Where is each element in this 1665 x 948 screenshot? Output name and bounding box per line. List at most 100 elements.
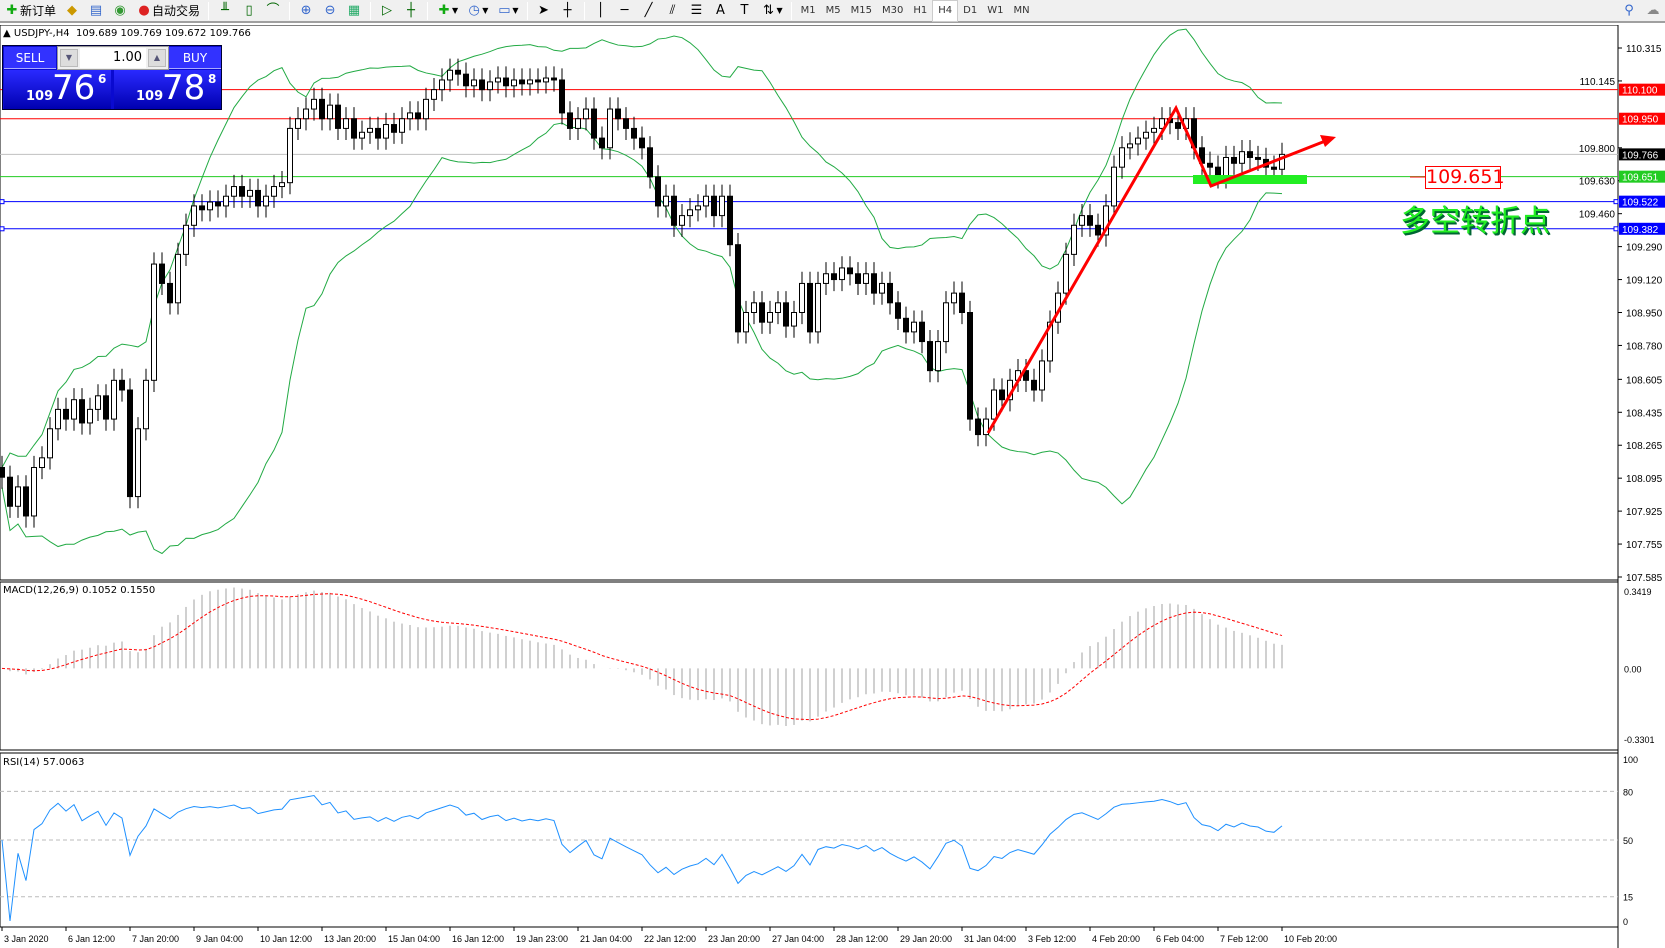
rsi-tick-label: 15 bbox=[1623, 893, 1633, 903]
candle-body bbox=[911, 321, 917, 333]
indicators-button[interactable]: ✚ ▼ bbox=[432, 0, 462, 22]
auto-trading-button[interactable]: ● 自动交易 bbox=[132, 0, 204, 22]
candle bbox=[735, 233, 741, 344]
templates-button[interactable]: ▭ ▼ bbox=[492, 0, 522, 22]
timeframe-w1[interactable]: W1 bbox=[987, 5, 1004, 16]
timeframe-d1[interactable]: D1 bbox=[963, 5, 978, 16]
candle-body bbox=[863, 273, 869, 284]
equidistant-channel-button[interactable]: ⫽ bbox=[661, 0, 685, 22]
candle-body bbox=[159, 263, 165, 284]
candle bbox=[887, 271, 893, 315]
history-button[interactable]: ◆ bbox=[60, 0, 84, 22]
zoom-out-button[interactable]: ⊖ bbox=[318, 0, 342, 22]
arrows-button[interactable]: ⇅ ▼ bbox=[757, 0, 787, 22]
candle-body bbox=[319, 98, 325, 120]
trendline-button[interactable]: ╱ bbox=[637, 0, 661, 22]
candle-body bbox=[879, 282, 885, 294]
candle bbox=[1087, 203, 1093, 237]
candle-body bbox=[527, 79, 533, 85]
candle bbox=[695, 194, 701, 222]
bar-chart-button[interactable]: ╨ bbox=[213, 0, 237, 22]
toolbar-divider bbox=[790, 1, 792, 20]
candle bbox=[351, 107, 357, 150]
cursor-button[interactable]: ➤ bbox=[532, 0, 556, 22]
date-label: 23 Jan 20:00 bbox=[708, 934, 760, 944]
lot-increase-button[interactable]: ▲ bbox=[148, 49, 166, 67]
sell-button[interactable]: SELL bbox=[4, 47, 56, 69]
dropdown-arrow-icon: ▼ bbox=[776, 6, 783, 15]
candle bbox=[423, 87, 429, 131]
timeframe-m15[interactable]: M15 bbox=[850, 5, 873, 16]
bar-chart-icon: ╨ bbox=[221, 2, 229, 18]
candle bbox=[247, 178, 253, 208]
candle-body bbox=[295, 118, 301, 129]
candle bbox=[223, 184, 229, 218]
candle-body bbox=[631, 127, 637, 139]
new-order-button[interactable]: ✚ 新订单 bbox=[0, 0, 60, 22]
periods-button[interactable]: ◷ ▼ bbox=[462, 0, 492, 22]
lot-size-stepper[interactable]: ▼ 1.00 ▲ bbox=[57, 46, 169, 70]
candle bbox=[47, 417, 53, 470]
chart-shift-button[interactable]: ┼ bbox=[399, 0, 423, 22]
chat-button[interactable]: ☁ bbox=[1641, 0, 1665, 22]
candle bbox=[167, 271, 173, 315]
timeframe-h4[interactable]: H4 bbox=[932, 0, 959, 22]
pivot-annotation-text[interactable]: 多空转折点 bbox=[1400, 204, 1550, 239]
candle bbox=[751, 291, 757, 325]
chart-canvas[interactable]: 110.315 110.145 109.800 109.630 109.460 109.2… bbox=[0, 25, 1665, 948]
candle bbox=[159, 252, 165, 296]
sell-price-button[interactable]: 109 76 6 bbox=[4, 68, 111, 109]
buy-price-button[interactable]: 109 78 8 bbox=[114, 68, 221, 109]
lot-decrease-button[interactable]: ▼ bbox=[60, 49, 78, 67]
price-tick-label: 108.095 bbox=[1626, 474, 1663, 485]
price-label-bg bbox=[1619, 195, 1665, 208]
candle bbox=[639, 126, 645, 160]
candle bbox=[327, 93, 333, 131]
search-button[interactable]: ⚲ bbox=[1617, 0, 1641, 22]
buy-button[interactable]: BUY bbox=[169, 47, 221, 69]
pivot-price-box[interactable]: 109.651 bbox=[1425, 166, 1505, 189]
fibonacci-button[interactable]: ☰ bbox=[685, 0, 709, 22]
tile-windows-button[interactable]: ▦ bbox=[342, 0, 366, 22]
auto-scroll-button[interactable]: ▷ bbox=[375, 0, 399, 22]
text-button[interactable]: A bbox=[709, 0, 733, 22]
candle bbox=[1111, 155, 1117, 218]
timeframe-h1[interactable]: H1 bbox=[913, 5, 928, 16]
horizontal-line-button[interactable]: ─ bbox=[613, 0, 637, 22]
timeframe-m30[interactable]: M30 bbox=[882, 5, 904, 16]
timeframe-mn[interactable]: MN bbox=[1013, 5, 1030, 16]
date-label: 10 Jan 12:00 bbox=[260, 934, 312, 944]
collapse-arrow-icon[interactable]: ▲ bbox=[3, 28, 11, 39]
vertical-line-button[interactable]: │ bbox=[589, 0, 613, 22]
candle-body bbox=[535, 79, 541, 83]
horizontal-line-icon: ─ bbox=[620, 2, 629, 18]
candle bbox=[743, 300, 749, 344]
candle bbox=[119, 368, 125, 402]
candle-body bbox=[767, 312, 773, 323]
price-label-pivot: 109.651 bbox=[1622, 173, 1659, 184]
candlestick-button[interactable]: ▯ bbox=[237, 0, 261, 22]
timeframe-m5[interactable]: M5 bbox=[825, 5, 841, 16]
candle bbox=[511, 68, 517, 98]
candle bbox=[455, 58, 461, 86]
bollinger-upper bbox=[1, 28, 1283, 468]
crosshair-button[interactable]: ┼ bbox=[556, 0, 580, 22]
candle-body bbox=[943, 302, 949, 343]
candle-body bbox=[1175, 122, 1181, 129]
zoom-in-button[interactable]: ⊕ bbox=[294, 0, 318, 22]
candle bbox=[983, 407, 989, 447]
timeframe-bar: M1 M5 M15 M30 H1 H4 D1 W1 MN bbox=[796, 0, 1035, 22]
price-label-bg bbox=[1619, 112, 1665, 125]
candle-body bbox=[727, 195, 733, 246]
candle-body bbox=[559, 79, 565, 114]
macd-tick-label: -0.3301 bbox=[1624, 735, 1655, 745]
timeframe-m1[interactable]: M1 bbox=[800, 5, 816, 16]
signals-button[interactable]: ◉ bbox=[108, 0, 132, 22]
market-watch-button[interactable]: ▤ bbox=[84, 0, 108, 22]
candlestick-icon: ▯ bbox=[245, 2, 253, 18]
line-chart-button[interactable]: ⌒ bbox=[261, 0, 285, 22]
candle bbox=[935, 329, 941, 383]
lot-size-input[interactable]: 1.00 bbox=[80, 48, 146, 68]
candle-body bbox=[367, 127, 373, 133]
text-label-button[interactable]: T bbox=[733, 0, 757, 22]
